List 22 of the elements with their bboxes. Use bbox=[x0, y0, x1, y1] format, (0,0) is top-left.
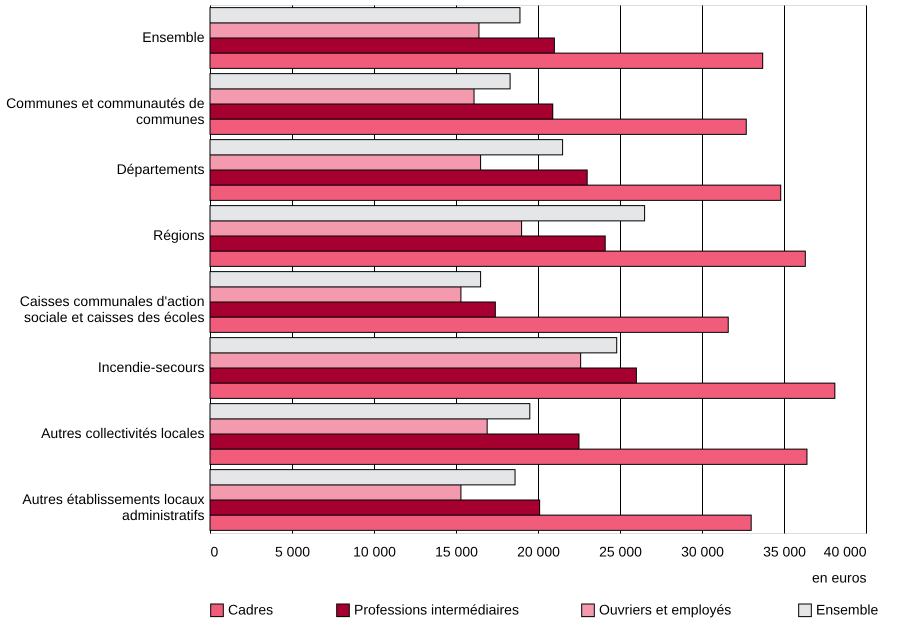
x-tick-label: 30 000 bbox=[681, 544, 724, 560]
x-tick-label: 35 000 bbox=[763, 544, 806, 560]
y-tick-label: Communes et communautés de communes bbox=[6, 95, 205, 127]
y-tick-label: Régions bbox=[153, 227, 204, 243]
x-tick-label: 15 000 bbox=[435, 544, 478, 560]
y-tick-label: Caisses communales d'action sociale et caisses des écoles bbox=[20, 293, 204, 325]
legend-label: Professions intermédiaires bbox=[354, 601, 519, 618]
y-tick-label: Ensemble bbox=[142, 29, 205, 45]
y-tick-label: Autres collectivités locales bbox=[41, 425, 204, 441]
y-tick-label: Incendie-secours bbox=[98, 359, 204, 375]
legend-label: Ensemble bbox=[816, 601, 878, 618]
y-tick-label: Autres établissements locaux administratifs bbox=[22, 491, 204, 523]
x-tick-label: 0 bbox=[210, 544, 218, 560]
x-tick-label: 40 000 bbox=[824, 544, 867, 560]
x-tick-label: 10 000 bbox=[353, 544, 396, 560]
x-axis-title: en euros bbox=[812, 570, 866, 586]
y-tick-label: Départements bbox=[116, 161, 204, 177]
legend-label: Cadres bbox=[228, 601, 274, 618]
x-tick-label: 20 000 bbox=[517, 544, 560, 560]
x-tick-label: 25 000 bbox=[599, 544, 642, 560]
legend-label: Ouvriers et employés bbox=[599, 601, 732, 618]
x-tick-label: 5 000 bbox=[274, 544, 310, 560]
